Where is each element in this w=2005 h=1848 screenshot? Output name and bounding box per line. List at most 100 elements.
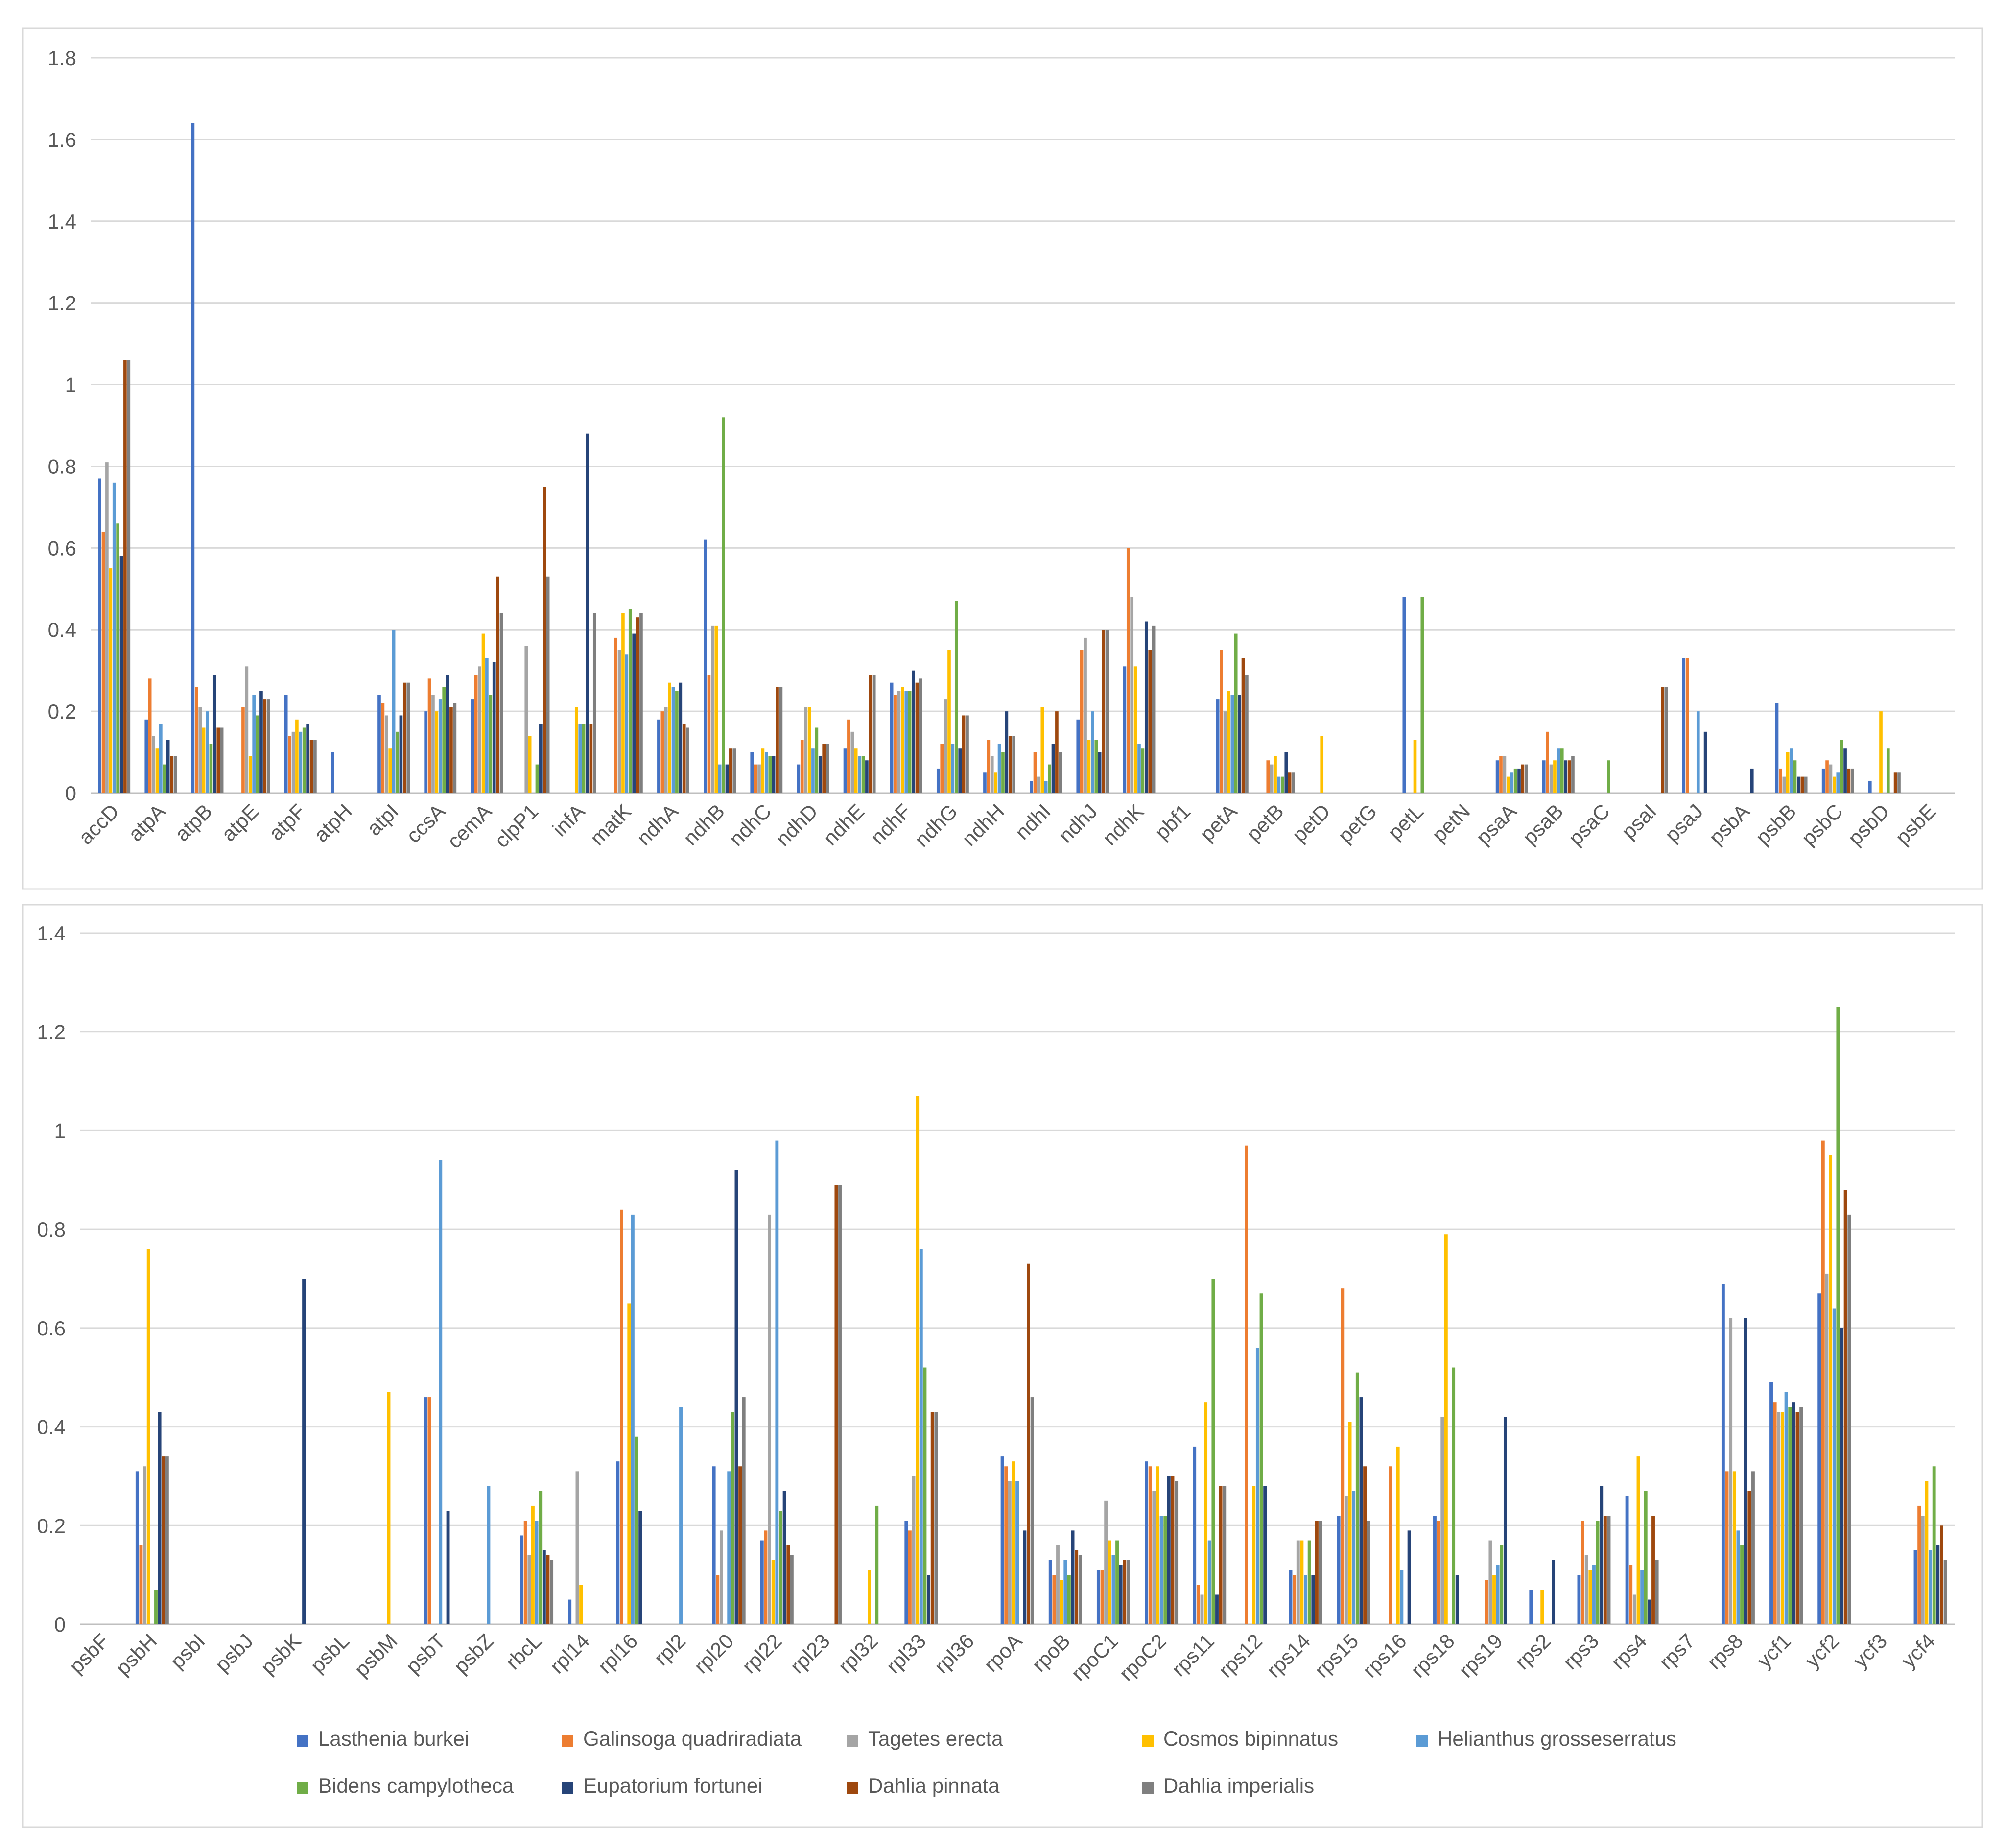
bar-galinsoga-quadriradiata-rps15 xyxy=(1341,1288,1345,1624)
bar-bidens-campylotheca-ndhh xyxy=(1001,752,1005,793)
bar-helianthus-grosseserratus-ndhk xyxy=(1137,744,1141,793)
bar-lasthenia-burkei-psbh xyxy=(135,1471,139,1624)
y-tick-label: 0.8 xyxy=(37,1218,66,1241)
bar-helianthus-grosseserratus-rpoc2 xyxy=(1159,1516,1163,1624)
legend-swatch-lasthenia-burkei xyxy=(297,1735,308,1747)
bar-dahlia-pinnata-cema xyxy=(496,576,499,793)
bar-cosmos-bipinnatus-rpob xyxy=(1060,1580,1063,1624)
bar-dahlia-imperialis-rpl33 xyxy=(934,1412,938,1624)
bar-tagetes-erecta-peta xyxy=(1223,711,1227,793)
bar-helianthus-grosseserratus-ndhg xyxy=(951,744,955,793)
bar-lasthenia-burkei-psaj xyxy=(1682,658,1686,793)
bar-bidens-campylotheca-rps18 xyxy=(1452,1367,1456,1624)
bar-galinsoga-quadriradiata-rps16 xyxy=(1389,1466,1392,1624)
bar-tagetes-erecta-rps19 xyxy=(1488,1540,1492,1624)
bar-cosmos-bipinnatus-psab xyxy=(1553,760,1557,793)
bar-dahlia-pinnata-ccsa xyxy=(449,707,453,793)
bar-eupatorium-fortunei-rpl20 xyxy=(734,1170,738,1624)
bar-lasthenia-burkei-ndhj xyxy=(1076,719,1080,793)
bar-lasthenia-burkei-rpoa xyxy=(1000,1456,1004,1624)
bar-galinsoga-quadriradiata-psbh xyxy=(139,1545,143,1624)
legend-label-galinsoga-quadriradiata: Galinsoga quadriradiata xyxy=(583,1727,802,1750)
bar-bidens-campylotheca-psac xyxy=(1607,760,1610,793)
bar-cosmos-bipinnatus-ycf2 xyxy=(1829,1155,1833,1624)
bar-tagetes-erecta-petb xyxy=(1270,764,1274,793)
bar-galinsoga-quadriradiata-accd xyxy=(101,531,105,793)
bar-galinsoga-quadriradiata-rps11 xyxy=(1196,1585,1200,1624)
bar-dahlia-imperialis-rpl20 xyxy=(742,1397,746,1624)
bar-dahlia-pinnata-rpob xyxy=(1075,1550,1079,1624)
bar-cosmos-bipinnatus-psbh xyxy=(146,1249,150,1624)
bar-eupatorium-fortunei-rpoa xyxy=(1023,1530,1027,1624)
bar-cosmos-bipinnatus-ndhf xyxy=(901,687,904,793)
bar-eupatorium-fortunei-ndha xyxy=(679,682,683,793)
y-tick-label: 1.2 xyxy=(48,292,76,315)
bar-cosmos-bipinnatus-rps8 xyxy=(1732,1471,1736,1624)
bar-galinsoga-quadriradiata-ycf4 xyxy=(1917,1505,1921,1624)
bar-dahlia-pinnata-rpl20 xyxy=(738,1466,742,1624)
bar-bidens-campylotheca-ndhc xyxy=(768,756,772,793)
bar-galinsoga-quadriradiata-rpoc1 xyxy=(1100,1570,1104,1624)
bar-galinsoga-quadriradiata-ndhf xyxy=(894,695,897,793)
bar-eupatorium-fortunei-psaj xyxy=(1703,731,1707,793)
bar-cosmos-bipinnatus-atpb xyxy=(202,727,206,793)
bar-cosmos-bipinnatus-matk xyxy=(621,613,625,793)
bar-helianthus-grosseserratus-psbb xyxy=(1790,748,1793,793)
bar-galinsoga-quadriradiata-atpa xyxy=(148,678,152,793)
bar-galinsoga-quadriradiata-ndhh xyxy=(987,740,991,793)
bar-dahlia-pinnata-rps3 xyxy=(1603,1516,1607,1624)
bar-cosmos-bipinnatus-atpa xyxy=(155,748,159,793)
bar-helianthus-grosseserratus-ycf1 xyxy=(1784,1392,1788,1624)
bar-cosmos-bipinnatus-rpl22 xyxy=(771,1560,775,1624)
bar-dahlia-pinnata-ndha xyxy=(682,724,686,793)
top-chart-frame xyxy=(22,27,1983,890)
bar-dahlia-pinnata-atpe xyxy=(263,699,267,793)
bar-lasthenia-burkei-ccsa xyxy=(424,711,427,793)
bar-cosmos-bipinnatus-accd xyxy=(109,568,113,793)
bar-helianthus-grosseserratus-rps12 xyxy=(1255,1348,1259,1624)
bar-cosmos-bipinnatus-rpl32 xyxy=(868,1570,871,1624)
bar-helianthus-grosseserratus-atpb xyxy=(206,711,209,793)
bar-tagetes-erecta-rps8 xyxy=(1729,1318,1733,1624)
bar-helianthus-grosseserratus-rpl20 xyxy=(727,1471,731,1624)
bar-dahlia-pinnata-psbb xyxy=(1800,776,1804,793)
bar-dahlia-imperialis-rps3 xyxy=(1607,1516,1611,1624)
bar-eupatorium-fortunei-rpl33 xyxy=(927,1575,931,1624)
bar-galinsoga-quadriradiata-rps12 xyxy=(1245,1145,1248,1624)
bar-lasthenia-burkei-ndhc xyxy=(750,752,754,793)
bar-cosmos-bipinnatus-ndha xyxy=(668,682,671,793)
bar-bidens-campylotheca-petb xyxy=(1281,776,1284,793)
bar-tagetes-erecta-rpoc1 xyxy=(1104,1500,1108,1624)
bar-galinsoga-quadriradiata-rpob xyxy=(1052,1575,1056,1624)
bar-galinsoga-quadriradiata-rps14 xyxy=(1293,1575,1297,1624)
bar-bidens-campylotheca-rpl16 xyxy=(635,1436,638,1624)
bar-dahlia-imperialis-ndhk xyxy=(1152,625,1156,793)
bar-helianthus-grosseserratus-infa xyxy=(578,724,582,793)
bar-galinsoga-quadriradiata-ndha xyxy=(660,711,664,793)
bar-lasthenia-burkei-ycf2 xyxy=(1817,1293,1821,1624)
bar-cosmos-bipinnatus-ndhk xyxy=(1133,666,1137,793)
bar-bidens-campylotheca-atpi xyxy=(396,731,399,793)
bar-dahlia-pinnata-rps4 xyxy=(1651,1516,1655,1624)
bar-eupatorium-fortunei-ndhc xyxy=(772,756,776,793)
bar-cosmos-bipinnatus-rps16 xyxy=(1396,1446,1400,1624)
bar-helianthus-grosseserratus-petb xyxy=(1277,776,1281,793)
bar-bidens-campylotheca-rpob xyxy=(1067,1575,1071,1624)
bar-lasthenia-burkei-atpa xyxy=(144,719,148,793)
y-tick-label: 0.2 xyxy=(37,1514,66,1537)
bar-dahlia-imperialis-ccsa xyxy=(453,703,457,793)
bar-cosmos-bipinnatus-rpl33 xyxy=(916,1096,920,1624)
legend-swatch-dahlia-pinnata xyxy=(847,1782,858,1794)
bar-dahlia-imperialis-psbb xyxy=(1804,776,1808,793)
bar-dahlia-pinnata-rpoc2 xyxy=(1171,1476,1175,1624)
bar-lasthenia-burkei-ycf4 xyxy=(1913,1550,1917,1624)
bar-tagetes-erecta-rps11 xyxy=(1200,1594,1204,1624)
bar-dahlia-imperialis-atpb xyxy=(220,727,224,793)
bar-lasthenia-burkei-rps11 xyxy=(1193,1446,1197,1624)
bar-cosmos-bipinnatus-psbd xyxy=(1879,711,1883,793)
bar-bidens-campylotheca-petl xyxy=(1420,597,1424,793)
bar-dahlia-pinnata-atpb xyxy=(216,727,220,793)
bar-dahlia-imperialis-rps14 xyxy=(1319,1521,1322,1624)
bar-bidens-campylotheca-psbh xyxy=(154,1590,158,1624)
